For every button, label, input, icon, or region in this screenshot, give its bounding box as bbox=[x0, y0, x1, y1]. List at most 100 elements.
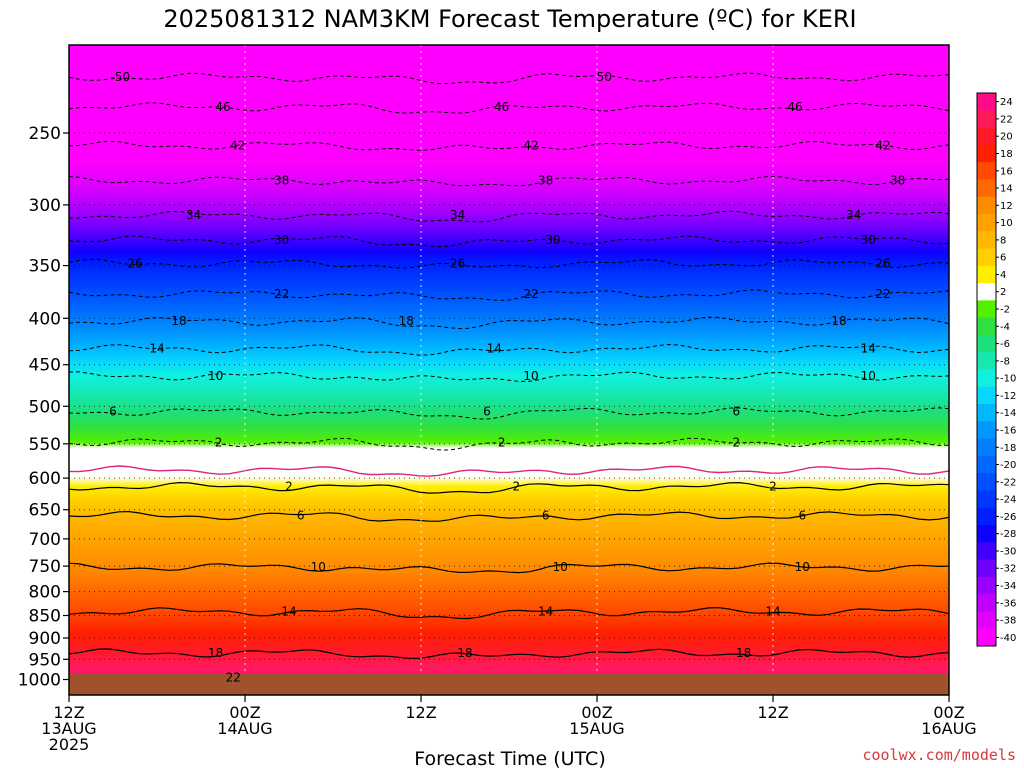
y-tick-label: 250 bbox=[29, 124, 61, 144]
contour-label: 30 bbox=[861, 233, 876, 247]
y-tick-label: 950 bbox=[29, 650, 61, 670]
y-tick-label: 550 bbox=[29, 435, 61, 455]
x-tick-label: 00Z bbox=[581, 703, 612, 722]
colorbar-swatch bbox=[977, 404, 996, 422]
contour-label: 18 bbox=[736, 646, 751, 660]
contour-label: 38 bbox=[538, 174, 553, 188]
dashed-contour-line bbox=[69, 72, 949, 85]
contour-label: 10 bbox=[861, 369, 876, 383]
colorbar-swatch bbox=[977, 213, 996, 232]
colorbar-label: 16 bbox=[1000, 166, 1013, 177]
colorbar-swatch bbox=[977, 265, 996, 284]
contour-label: 10 bbox=[553, 560, 568, 574]
colorbar-swatch bbox=[977, 507, 996, 526]
contour-label: 34 bbox=[846, 208, 861, 222]
colorbar-swatch bbox=[977, 248, 996, 267]
x-tick-label: 00Z bbox=[229, 703, 260, 722]
colorbar-label: 4 bbox=[1000, 270, 1006, 281]
y-tick-label: 800 bbox=[29, 583, 61, 603]
colorbar-label: -30 bbox=[1000, 547, 1016, 558]
solid-contour-line bbox=[69, 562, 949, 574]
freezing-level-line bbox=[69, 465, 949, 477]
colorbar-swatch bbox=[977, 231, 996, 250]
contour-label: 2 bbox=[732, 435, 740, 449]
contour-label: 34 bbox=[450, 208, 465, 222]
colorbar-label: -16 bbox=[1000, 426, 1016, 437]
contour-label: 10 bbox=[311, 560, 326, 574]
credit-text[interactable]: coolwx.com/models bbox=[862, 746, 1016, 764]
colorbar-border bbox=[976, 92, 997, 647]
colorbar-swatch bbox=[977, 386, 996, 405]
contour-label: 46 bbox=[494, 100, 509, 114]
colorbar-label: -12 bbox=[1000, 391, 1016, 402]
colorbar-label: -20 bbox=[1000, 460, 1016, 471]
contour-label: 6 bbox=[109, 405, 117, 419]
contour-label: 18 bbox=[831, 314, 846, 328]
colorbar-label: 6 bbox=[1000, 253, 1006, 264]
colorbar-label: -24 bbox=[1000, 495, 1016, 506]
y-axis: 2503003504004505005506006507007508008509… bbox=[18, 124, 69, 691]
contour-label: 22 bbox=[875, 287, 890, 301]
y-tick-label: 450 bbox=[29, 356, 61, 376]
contour-label: 2 bbox=[769, 480, 777, 494]
colorbar-label: 2 bbox=[1000, 287, 1006, 298]
contour-label: 10 bbox=[208, 369, 223, 383]
contour-label: 22 bbox=[523, 287, 538, 301]
colorbar-swatch bbox=[977, 438, 996, 457]
colorbar-swatch bbox=[977, 594, 996, 612]
contour-label: 2 bbox=[215, 435, 223, 449]
contour-label: 14 bbox=[765, 605, 780, 619]
colorbar-label: -4 bbox=[1000, 322, 1010, 333]
contour-label: 2 bbox=[498, 435, 506, 449]
contour-label: 18 bbox=[171, 314, 186, 328]
colorbar-label: -28 bbox=[1000, 529, 1016, 540]
colorbar-swatch bbox=[977, 525, 996, 543]
contour-label: 34 bbox=[186, 208, 201, 222]
colorbar-swatch bbox=[977, 144, 996, 163]
colorbar-label: 14 bbox=[1000, 184, 1013, 195]
colorbar-label: -14 bbox=[1000, 408, 1016, 419]
contour-label: 14 bbox=[281, 605, 296, 619]
colorbar-label: 20 bbox=[1000, 132, 1013, 143]
colorbar-label: -26 bbox=[1000, 512, 1016, 523]
x-tick-label: 2025 bbox=[49, 735, 90, 754]
colorbar-label: 24 bbox=[1000, 97, 1013, 108]
colorbar-swatch bbox=[977, 576, 996, 595]
dashed-contour-line bbox=[69, 235, 949, 248]
contour-label: 6 bbox=[732, 405, 740, 419]
colorbar-swatch bbox=[977, 162, 996, 180]
dashed-contour-line bbox=[69, 316, 949, 330]
contour-label: 6 bbox=[483, 405, 491, 419]
colorbar-swatch bbox=[977, 369, 996, 388]
x-tick-label: 00Z bbox=[933, 703, 964, 722]
contour-label: 38 bbox=[890, 174, 905, 188]
contour-label: 14 bbox=[861, 342, 876, 356]
contour-label: 14 bbox=[149, 342, 164, 356]
contour-label: 38 bbox=[274, 174, 289, 188]
y-tick-label: 900 bbox=[29, 629, 61, 649]
colorbar-label: -38 bbox=[1000, 616, 1016, 627]
contour-label: 26 bbox=[875, 256, 890, 270]
dashed-contour-line bbox=[69, 140, 949, 151]
colorbar-label: -8 bbox=[1000, 356, 1010, 367]
y-tick-label: 300 bbox=[29, 196, 61, 216]
dashed-contour-line bbox=[69, 343, 949, 356]
x-tick-label: 13AUG bbox=[41, 719, 96, 738]
y-tick-label: 350 bbox=[29, 257, 61, 277]
x-tick-label: 12Z bbox=[53, 703, 84, 722]
contour-label: 42 bbox=[230, 138, 245, 152]
contour-label: 30 bbox=[274, 233, 289, 247]
x-tick-label: 14AUG bbox=[217, 719, 272, 738]
contour-label: 10 bbox=[523, 369, 538, 383]
x-axis-title: Forecast Time (UTC) bbox=[414, 748, 605, 768]
colorbar-swatch bbox=[977, 93, 996, 111]
colorbar-label: -22 bbox=[1000, 477, 1016, 488]
colorbar-swatch bbox=[977, 334, 996, 353]
plot-border bbox=[68, 44, 950, 696]
colorbar-swatch bbox=[977, 127, 996, 146]
solid-contour-line bbox=[69, 481, 949, 494]
temperature-field bbox=[69, 45, 949, 695]
x-tick-label: 15AUG bbox=[569, 719, 624, 738]
dashed-contour-line bbox=[69, 102, 949, 114]
